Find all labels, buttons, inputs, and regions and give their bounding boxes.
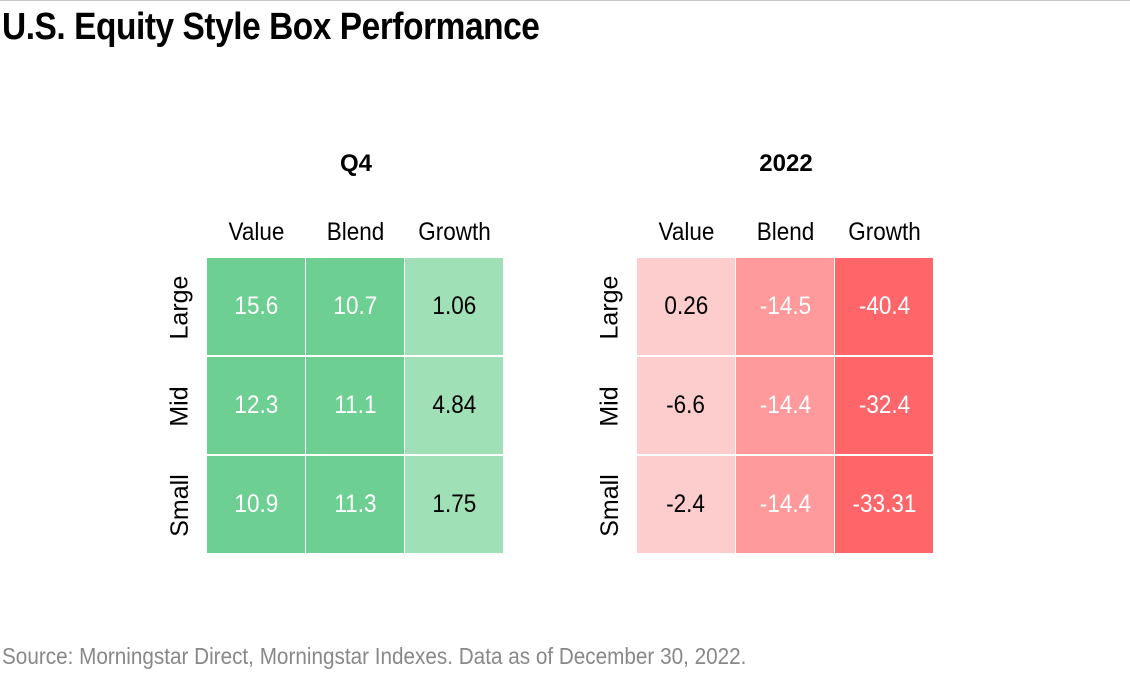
heatmap-cell-mid-blend: 11.1 [306,357,404,454]
heatmap-cell-mid-blend: -14.4 [736,357,834,454]
row-header-label: Mid [595,386,624,426]
cell-value: 11.3 [334,490,376,519]
column-header-growth: Growth [840,218,929,247]
column-header-growth: Growth [410,218,499,247]
panel-title: 2022 [637,150,935,178]
row-header-mid: Mid [580,357,640,455]
row-header-large: Large [580,258,640,356]
column-header-blend: Blend [741,218,830,247]
column-header-blend: Blend [311,218,400,247]
cell-value: 1.75 [432,490,476,519]
heatmap-cell-small-growth: -33.31 [835,456,933,553]
heatmap-cell-small-growth: 1.75 [405,456,503,553]
cell-value: -14.5 [759,292,810,321]
heatmap-cell-mid-growth: 4.84 [405,357,503,454]
row-header-label: Large [596,275,625,339]
heatmap-cell-mid-value: -6.6 [637,357,735,454]
cell-value: 15.6 [234,292,278,321]
row-header-label: Large [166,275,195,339]
heatmap-cell-large-value: 15.6 [207,258,305,355]
column-header-value: Value [212,218,301,247]
cell-value: -32.4 [858,391,909,420]
cell-value: 12.3 [234,391,278,420]
row-header-label: Small [596,474,625,537]
heatmap-cell-large-value: 0.26 [637,258,735,355]
row-header-small: Small [580,456,640,554]
cell-value: 11.1 [334,391,376,420]
year-2022-style-box: 2022 Value Blend Growth Large 0.26 -14.5 -40.4… [580,150,910,560]
row-header-label: Mid [165,386,194,426]
column-header-value: Value [642,218,731,247]
chart-title: U.S. Equity Style Box Performance [2,6,539,49]
row-header-large: Large [150,258,210,356]
row-header-label: Small [166,474,195,537]
cell-value: -40.4 [858,292,909,321]
heatmap-cell-large-blend: -14.5 [736,258,834,355]
cell-value: -14.4 [759,490,810,519]
row-header-mid: Mid [150,357,210,455]
cell-value: -14.4 [759,391,810,420]
heatmap-cell-large-growth: 1.06 [405,258,503,355]
heatmap-cell-small-value: 10.9 [207,456,305,553]
cell-value: -6.6 [667,391,706,420]
heatmap-cell-small-blend: 11.3 [306,456,404,553]
q4-style-box: Q4 Value Blend Growth Large 15.6 10.7 1.06 Mid 1… [150,150,480,560]
top-rule [0,0,1130,1]
cell-value: -2.4 [667,490,706,519]
cell-value: 1.06 [432,292,476,321]
cell-value: 10.9 [234,490,278,519]
row-header-small: Small [150,456,210,554]
heatmap-cell-large-blend: 10.7 [306,258,404,355]
cell-value: 10.7 [333,292,377,321]
heatmap-cell-small-blend: -14.4 [736,456,834,553]
cell-value: 4.84 [432,391,476,420]
source-note: Source: Morningstar Direct, Morningstar … [2,643,746,670]
cell-value: 0.26 [664,292,708,321]
cell-value: -33.31 [852,490,916,519]
heatmap-cell-mid-value: 12.3 [207,357,305,454]
heatmap-cell-mid-growth: -32.4 [835,357,933,454]
heatmap-cell-large-growth: -40.4 [835,258,933,355]
heatmap-cell-small-value: -2.4 [637,456,735,553]
panel-title: Q4 [207,150,505,178]
